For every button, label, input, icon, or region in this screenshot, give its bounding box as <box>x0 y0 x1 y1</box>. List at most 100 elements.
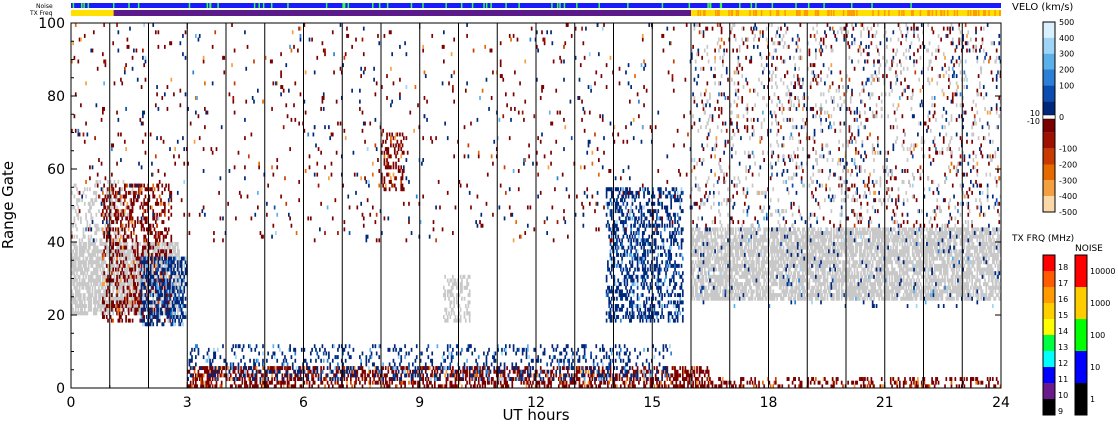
echo-cell-near-range-negative <box>654 373 657 378</box>
echo-cell-ground-scatter-early <box>86 256 89 261</box>
noise-strip-mark <box>627 3 629 8</box>
echo-cell-positive-arc-14-15h <box>627 315 630 319</box>
echo-cell-near-range-negative <box>281 373 284 378</box>
echo-cell-negative-velocity-0-3h <box>143 201 146 206</box>
echo-cell-negative-velocity-0-3h <box>131 216 134 221</box>
echo-cell-positive-velocity-2-3h <box>164 300 166 305</box>
echo-cell-near-range-positive <box>581 366 583 371</box>
echo-cell-ground-scatter-early <box>165 263 167 268</box>
echo-cell-near-range-positive <box>414 373 417 378</box>
echo-cell-ground-scatter-early <box>100 293 103 298</box>
echo-cell-near-range-negative <box>691 366 693 371</box>
echo-cell-negative-velocity-0-3h <box>158 212 161 217</box>
echo-cell-ground-scatter-early-upper <box>107 190 109 195</box>
echo-cell-ground-scatter-early <box>148 249 151 254</box>
echo-cell-negative-velocity-0-3h <box>116 227 118 232</box>
echo-cell-near-range-positive <box>271 355 273 360</box>
echo-cell-positive-arc-14-15h <box>630 205 632 210</box>
echo-cell-near-range-positive <box>625 362 627 367</box>
echo-cell-near-range-negative <box>300 384 303 389</box>
echo-cell-positive-arc-14-15h <box>645 296 648 301</box>
echo-cell-ground-scatter-early <box>107 282 109 287</box>
echo-cell-positive-arc-14-15h <box>629 304 631 308</box>
echo-cell-positive-arc-14-15h <box>616 201 618 206</box>
echo-cell-near-range-positive <box>446 373 449 378</box>
echo-cell-near-range-positive <box>458 366 461 371</box>
echo-cell-near-range-negative <box>286 366 289 371</box>
echo-cell-near-range-negative <box>387 384 390 389</box>
echo-cell-near-range-positive <box>557 362 560 367</box>
echo-cell-near-range-negative <box>306 366 308 371</box>
noise-strip-mark <box>719 3 722 8</box>
echo-cell-near-range-negative <box>488 366 490 371</box>
echo-cell-positive-velocity-2-3h <box>156 322 158 327</box>
echo-cell-near-range-positive <box>619 369 622 374</box>
echo-cell-near-range-positive <box>528 373 530 378</box>
echo-cell-negative-velocity-0-3h <box>109 201 112 206</box>
echo-cell-ground-scatter-early <box>123 293 126 298</box>
echo-cell-negative-velocity-0-3h <box>143 307 146 312</box>
echo-cell-negative-velocity-0-3h <box>131 223 134 228</box>
echo-cell-ground-scatter-early <box>95 271 98 276</box>
txfreq-strip-mark <box>953 10 956 16</box>
echo-cell-negative-velocity-0-3h <box>131 274 134 279</box>
echo-cell-ground-scatter-early <box>96 263 99 268</box>
echo-cell-negative-velocity-0-3h <box>125 194 127 199</box>
echo-cell-near-range-negative <box>231 384 233 389</box>
echo-cell-positive-velocity-2-3h <box>156 315 158 319</box>
echo-cell-near-range-positive <box>266 358 268 363</box>
echo-cell-positive-arc-14-15h <box>645 223 648 228</box>
echo-cell-positive-velocity-2-3h <box>173 278 175 283</box>
echo-cell-patch-9-10h <box>467 274 470 279</box>
echo-cell-near-range-positive <box>585 358 587 363</box>
echo-cell-near-range-positive <box>206 358 209 363</box>
echo-cell-near-range-negative <box>578 380 581 385</box>
echo-cell-positive-velocity-2-3h <box>145 274 148 279</box>
echo-cell-negative-velocity-0-3h <box>125 315 127 319</box>
echo-cell-positive-arc-14-15h <box>636 267 639 272</box>
echo-cell-negative-velocity-0-3h <box>131 245 134 250</box>
echo-cell-positive-arc-14-15h <box>644 267 647 272</box>
echo-cell-positive-arc-14-15h <box>607 285 609 290</box>
echo-cell-negative-velocity-0-3h <box>134 252 136 257</box>
echo-cell-near-range-positive <box>395 373 397 378</box>
echo-cell-ground-scatter-early <box>76 304 78 308</box>
echo-cell-ground-scatter-early <box>134 256 136 261</box>
echo-cell-ground-scatter-early <box>121 249 124 254</box>
echo-cell-ground-scatter-early <box>92 245 95 250</box>
echo-cell-near-range-positive <box>436 344 439 349</box>
echo-cell-positive-velocity-2-3h <box>180 267 183 272</box>
echo-cell-negative-velocity-0-3h <box>105 289 108 294</box>
echo-cell-negative-velocity-0-3h <box>167 216 170 221</box>
echo-cell-ground-scatter-early <box>174 285 177 290</box>
echo-cell-ground-scatter-early <box>164 249 166 254</box>
echo-cell-positive-velocity-2-3h <box>165 311 167 316</box>
echo-cell-positive-arc-14-15h <box>625 293 627 298</box>
echo-cell-near-range-positive <box>450 351 453 356</box>
echo-cell-ground-scatter-early <box>87 278 90 283</box>
echo-cell-ground-scatter-early <box>154 260 157 265</box>
echo-cell-patch-9-10h <box>467 311 470 316</box>
echo-cell-near-range-positive <box>191 358 193 363</box>
echo-cell-ground-scatter-early-upper <box>100 198 103 203</box>
echo-cell-near-range-positive <box>483 351 485 356</box>
echo-cell-patch-8h <box>396 150 399 155</box>
echo-cell-near-range-negative <box>311 373 313 378</box>
echo-cell-near-range-positive <box>443 351 445 356</box>
echo-cell-ground-scatter-early <box>105 307 108 312</box>
echo-cell-near-range-negative <box>550 384 552 389</box>
echo-cell-near-range-negative <box>232 377 235 381</box>
echo-cell-negative-velocity-0-3h <box>160 271 162 276</box>
echo-cell-ground-scatter-early <box>129 304 131 308</box>
echo-cell-near-range-negative <box>577 377 580 381</box>
echo-cell-patch-8h <box>392 172 395 177</box>
echo-cell-near-range-negative <box>335 380 338 385</box>
echo-cell-near-range-positive <box>485 355 488 360</box>
echo-cell-positive-velocity-2-3h <box>143 256 146 261</box>
echo-cell-near-range-positive <box>417 373 419 378</box>
echo-cell-near-range-positive <box>344 358 347 363</box>
echo-cell-positive-arc-14-15h <box>632 223 635 228</box>
echo-cell-near-range-positive <box>446 344 449 349</box>
echo-cell-positive-arc-14-15h <box>636 227 639 232</box>
echo-cell-negative-velocity-0-3h <box>116 252 118 257</box>
